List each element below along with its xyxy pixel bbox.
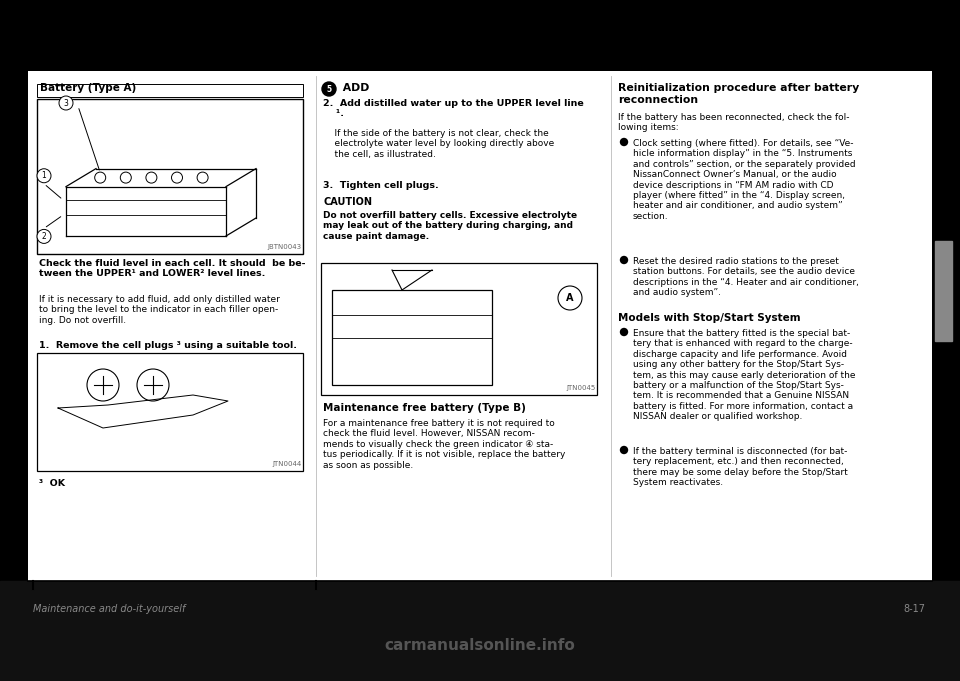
Text: If the side of the battery is not clear, check the
    electrolyte water level b: If the side of the battery is not clear,… [323,129,554,159]
Text: 2.  Add distilled water up to the UPPER level line
    ¹.: 2. Add distilled water up to the UPPER l… [323,99,584,118]
Text: 1: 1 [41,171,46,180]
Circle shape [172,172,182,183]
Circle shape [558,286,582,310]
Circle shape [146,172,156,183]
Bar [935,241,952,341]
Bar [37,99,303,254]
Bar [37,84,303,97]
Text: 3: 3 [63,99,68,108]
Circle shape [620,447,628,454]
Text: JTN0045: JTN0045 [566,385,596,391]
Text: Clock setting (where fitted). For details, see “Ve-
hicle information display” i: Clock setting (where fitted). For detail… [633,139,855,221]
Bar [28,71,932,581]
Text: If it is necessary to add fluid, add only distilled water
to bring the level to : If it is necessary to add fluid, add onl… [39,295,280,325]
Circle shape [37,229,51,243]
Circle shape [120,172,132,183]
Text: A: A [566,293,574,303]
Text: Maintenance free battery (Type B): Maintenance free battery (Type B) [323,403,526,413]
Circle shape [95,172,106,183]
Text: Check the fluid level in each cell. It should  be be-
tween the UPPER¹ and LOWER: Check the fluid level in each cell. It s… [39,259,305,279]
Circle shape [197,172,208,183]
Circle shape [620,138,628,146]
Text: 2: 2 [41,232,46,241]
Text: CAUTION: CAUTION [323,197,372,207]
Circle shape [620,328,628,336]
Circle shape [137,369,169,401]
Text: ³  OK: ³ OK [39,479,65,488]
Text: Models with Stop/Start System: Models with Stop/Start System [618,313,801,323]
Text: Reinitialization procedure after battery
reconnection: Reinitialization procedure after battery… [618,83,859,105]
Text: 3.  Tighten cell plugs.: 3. Tighten cell plugs. [323,181,439,190]
Text: ADD: ADD [339,83,370,93]
Text: For a maintenance free battery it is not required to
check the fluid level. Howe: For a maintenance free battery it is not… [323,419,565,470]
Bar [332,290,492,385]
Text: Ensure that the battery fitted is the special bat-
tery that is enhanced with re: Ensure that the battery fitted is the sp… [633,329,855,422]
Text: carmanualsonline.info: carmanualsonline.info [385,639,575,654]
Text: Reset the desired radio stations to the preset
station buttons. For details, see: Reset the desired radio stations to the … [633,257,859,297]
Text: Battery (Type A): Battery (Type A) [40,83,136,93]
Text: 5: 5 [326,84,331,93]
Text: JTN0044: JTN0044 [273,461,302,467]
Text: If the battery has been reconnected, check the fol-
lowing items:: If the battery has been reconnected, che… [618,113,850,132]
Circle shape [59,96,73,110]
Bar [37,353,303,471]
Text: If the battery terminal is disconnected (for bat-
tery replacement, etc.) and th: If the battery terminal is disconnected … [633,447,848,487]
Circle shape [37,169,51,183]
Circle shape [322,82,336,96]
Text: 1.  Remove the cell plugs ³ using a suitable tool.: 1. Remove the cell plugs ³ using a suita… [39,341,297,350]
Bar [0,581,960,681]
Text: Maintenance and do-it-yourself: Maintenance and do-it-yourself [33,604,185,614]
Text: 8-17: 8-17 [903,604,925,614]
Text: Do not overfill battery cells. Excessive electrolyte
may leak out of the battery: Do not overfill battery cells. Excessive… [323,211,577,241]
Text: JBTN0043: JBTN0043 [268,244,302,250]
Circle shape [620,257,628,264]
Circle shape [87,369,119,401]
Bar [321,263,597,395]
